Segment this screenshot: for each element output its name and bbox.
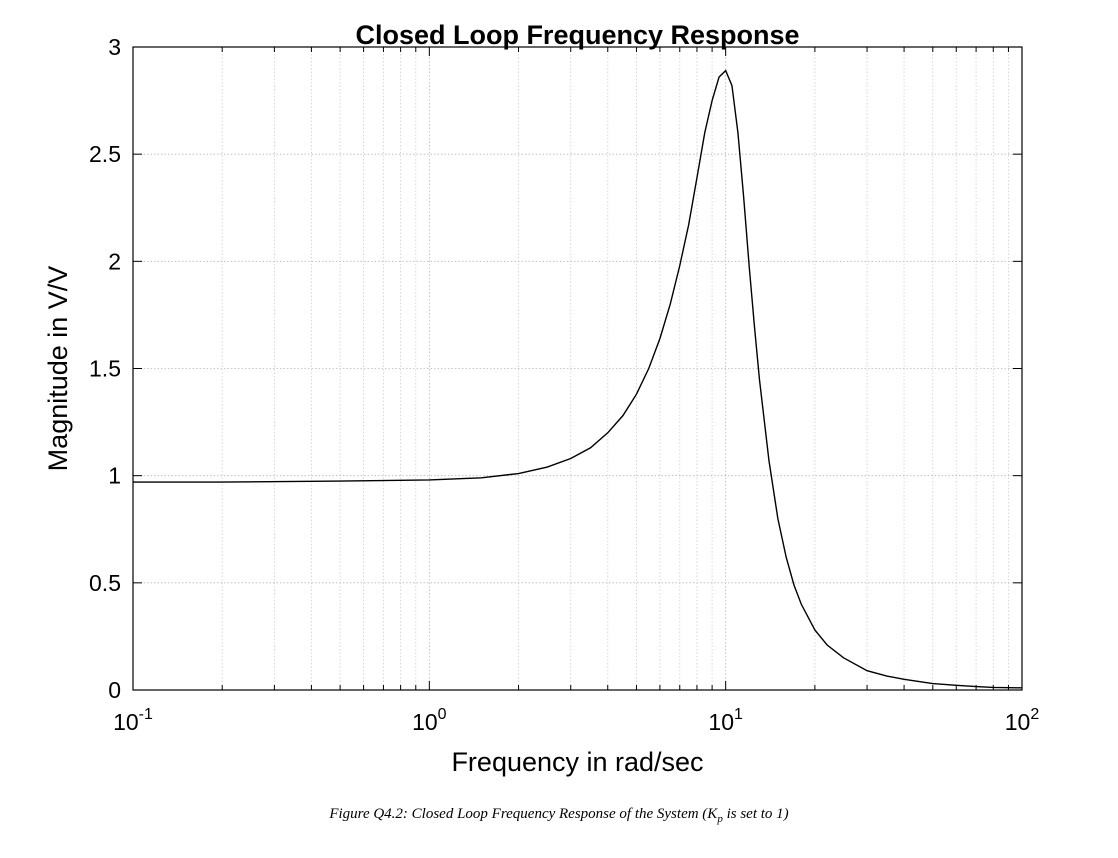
y-axis-label: Magnitude in V/V [43, 266, 73, 472]
y-tick-label: 2.5 [89, 141, 121, 167]
x-tick-label: 100 [412, 706, 447, 735]
y-tick-label: 0.5 [89, 570, 121, 596]
frequency-response-chart: 10-1 100 101 102 0 0.5 1 1.5 2 2.5 3 Closed Loop … [43, 20, 1039, 777]
caption-subscript: p [717, 813, 723, 825]
y-tick-label: 0 [108, 677, 121, 703]
x-tick-label: 102 [1005, 706, 1040, 735]
y-tick-label: 3 [108, 34, 121, 60]
caption-suffix: is set to 1) [722, 806, 789, 822]
figure-caption: Figure Q4.2: Closed Loop Frequency Respo… [0, 806, 1118, 825]
y-tick-labels: 0 0.5 1 1.5 2 2.5 3 [89, 34, 121, 703]
y-tick-label: 1.5 [89, 356, 121, 382]
response-curve [133, 69, 1023, 689]
y-tick-label: 2 [108, 248, 121, 274]
x-tick-label: 10-1 [113, 706, 153, 735]
grid-lines [132, 46, 1023, 691]
chart-title: Closed Loop Frequency Response [355, 20, 799, 50]
tick-marks [132, 46, 1023, 691]
caption-prefix: Figure Q4.2: Closed Loop Frequency Respo… [329, 806, 718, 822]
y-tick-label: 1 [108, 463, 121, 489]
x-tick-labels: 10-1 100 101 102 [113, 706, 1039, 735]
x-tick-label: 101 [708, 706, 743, 735]
x-axis-label: Frequency in rad/sec [451, 747, 703, 777]
